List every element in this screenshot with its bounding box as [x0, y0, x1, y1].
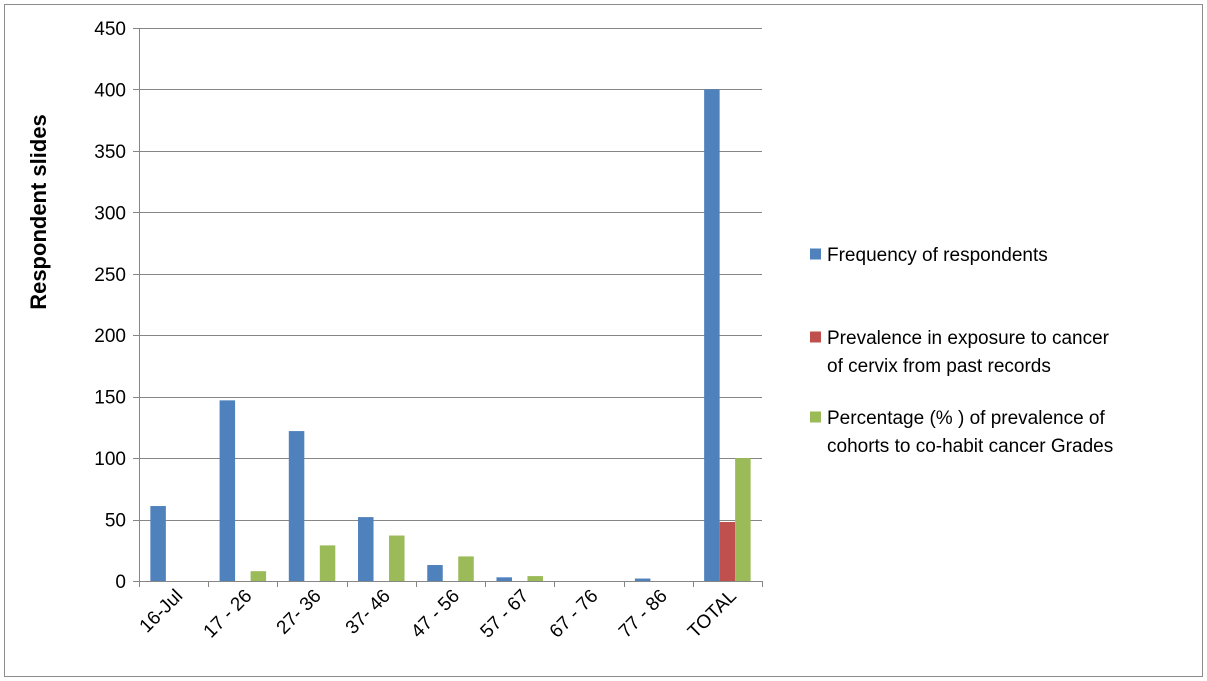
y-tick-label: 50: [105, 511, 126, 532]
x-tick-label: 16-Jul: [136, 586, 187, 637]
gridlines: [139, 28, 762, 521]
legend-swatch-1: [810, 248, 821, 260]
bar-series-1: [358, 517, 374, 581]
y-tick-label: 250: [94, 265, 126, 286]
bar-series-1: [496, 577, 512, 581]
legend-label: cohorts to co-habit cancer Grades: [827, 436, 1113, 457]
bar-series-1: [288, 431, 305, 581]
x-tick-label: 17 - 26: [200, 586, 257, 643]
x-tick-label: 37- 46: [342, 586, 395, 639]
axes: [133, 28, 763, 587]
x-tick-label: 27- 36: [273, 586, 326, 639]
y-tick-label: 300: [94, 203, 126, 224]
y-tick-label: 450: [94, 19, 126, 40]
legend-label: Prevalence in exposure to cancer: [827, 328, 1110, 349]
y-tick-label: 400: [94, 80, 126, 101]
bar-series-3: [458, 556, 474, 581]
bar-series-2: [719, 522, 736, 581]
legend-swatch-3: [810, 411, 821, 423]
chart-frame: [4, 4, 1203, 677]
x-tick-label: 47 - 56: [407, 586, 464, 643]
bar-series-1: [219, 400, 236, 581]
bars: [150, 89, 751, 581]
x-tick-label: 77 - 86: [615, 586, 672, 643]
legend-swatch-2: [810, 331, 821, 343]
bar-series-1: [150, 506, 166, 581]
legend-label: of cervix from past records: [827, 356, 1051, 377]
bar-series-3: [735, 458, 751, 581]
x-tick-label: 57 - 67: [477, 586, 534, 643]
x-tick-label: TOTAL: [684, 586, 741, 643]
legend-label: Frequency of respondents: [827, 245, 1048, 266]
bar-series-3: [527, 576, 543, 581]
x-tick-label: 67 - 76: [546, 586, 603, 643]
y-tick-label: 150: [94, 388, 126, 409]
bar-series-3: [250, 571, 267, 581]
y-tick-label: 200: [94, 326, 126, 347]
y-tick-labels: 0 50 100 150 200 250 300 350 400 450: [94, 19, 126, 593]
y-axis-title: Respondent slides: [26, 114, 51, 310]
x-tick-labels: 16-Jul 17 - 26 27- 36 37- 46 47 - 56 57 - 67 6…: [136, 586, 741, 643]
legend-label: Percentage (% ) of prevalence of: [827, 408, 1105, 429]
bar-series-1: [634, 578, 651, 581]
y-tick-label: 0: [115, 572, 126, 593]
y-tick-label: 100: [94, 449, 126, 470]
bar-series-1: [704, 89, 720, 581]
bar-series-3: [319, 545, 336, 581]
legend: Frequency of respondents Prevalence in ex…: [810, 245, 1113, 457]
bar-series-1: [427, 565, 443, 581]
y-tick-label: 350: [94, 142, 126, 163]
bar-series-3: [389, 535, 405, 581]
